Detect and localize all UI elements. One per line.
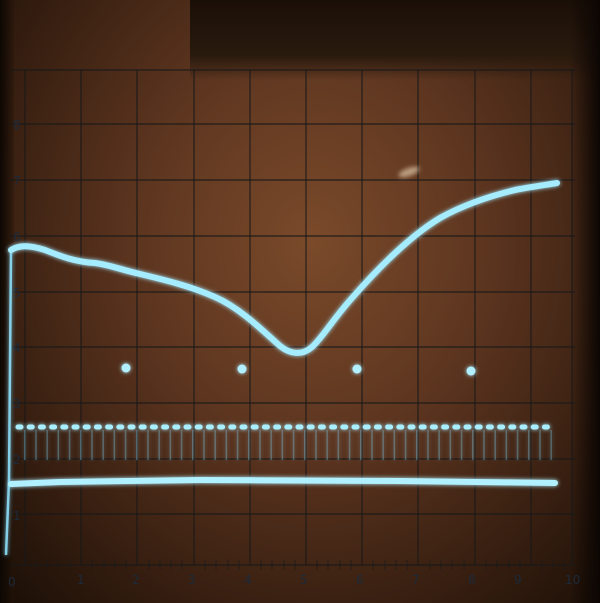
y-scale-labels: 1 2 3 4 5 6 7 8	[13, 118, 21, 523]
trace-upper-curve	[8, 180, 560, 356]
x-label-2: 2	[132, 573, 140, 587]
y-label-1: 1	[13, 509, 21, 523]
x-label-10: 10	[565, 573, 580, 587]
y-label-3: 3	[13, 397, 21, 411]
trace-marker-dot	[466, 366, 476, 376]
x-label-0: 0	[8, 575, 16, 589]
y-label-2: 2	[13, 453, 21, 467]
y-label-8: 8	[13, 118, 21, 132]
y-label-4: 4	[13, 341, 21, 355]
x-label-1: 1	[77, 573, 85, 587]
x-label-6: 6	[356, 573, 364, 587]
x-label-9: 9	[514, 573, 522, 587]
y-label-5: 5	[13, 286, 21, 300]
trace-lower-baseline	[8, 476, 558, 487]
y-label-6: 6	[13, 230, 21, 244]
bezel-right-shadow	[570, 0, 600, 603]
trace-marker-dot	[237, 364, 247, 374]
x-label-4: 4	[244, 573, 252, 587]
trace-marker-dot	[121, 363, 131, 373]
trace-marker-dot	[352, 364, 362, 374]
bezel-top-shadow	[190, 0, 600, 80]
trace-rising-edge	[4, 249, 13, 556]
x-label-3: 3	[188, 573, 196, 587]
x-label-8: 8	[468, 573, 476, 587]
phosphor-traces	[4, 180, 560, 556]
x-scale-labels: 0 1 2 3 4 5 6 7 8 9 10	[8, 573, 580, 589]
graticule-minor-ticks	[35, 560, 565, 570]
x-label-5: 5	[300, 573, 308, 587]
bezel-left-shadow	[0, 0, 14, 603]
graticule-grid	[10, 69, 575, 566]
y-label-7: 7	[13, 174, 21, 188]
x-label-7: 7	[412, 573, 420, 587]
